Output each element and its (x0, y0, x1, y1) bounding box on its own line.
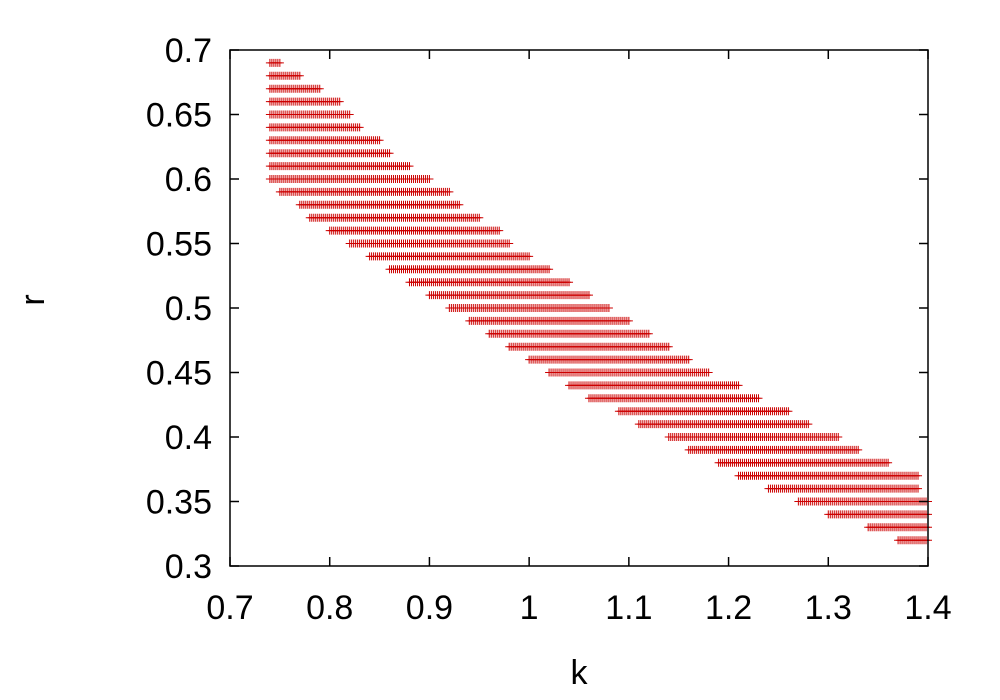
data-point (295, 71, 304, 80)
x-tick-label: 0.7 (206, 589, 253, 627)
data-point (425, 175, 434, 183)
data-point (275, 58, 284, 67)
data-point (455, 200, 464, 209)
x-axis-ticks: 0.7 0.8 0.9 1 1.1 1.2 1.3 1.4 (206, 50, 952, 627)
data-point (664, 342, 673, 351)
data-point (335, 97, 344, 106)
y-axis-title: r (14, 294, 52, 305)
y-tick-label: 0.3 (165, 548, 212, 586)
data-point (505, 239, 514, 248)
data-point (475, 213, 484, 222)
x-tick-label: 1 (520, 589, 539, 627)
x-tick-label: 0.8 (306, 589, 353, 627)
y-tick-label: 0.4 (165, 419, 212, 457)
data-point (854, 445, 863, 454)
x-tick-label: 1.2 (705, 589, 752, 627)
data-point (604, 304, 613, 312)
data-point (684, 355, 693, 364)
y-tick-label: 0.55 (146, 226, 212, 264)
data-point (914, 471, 923, 480)
y-tick-label: 0.45 (146, 355, 212, 393)
y-tick-label: 0.65 (146, 97, 212, 135)
data-point (754, 394, 763, 403)
x-tick-label: 1.4 (904, 589, 951, 627)
data-point (405, 162, 414, 171)
data-point (584, 291, 593, 300)
x-tick-label: 1.1 (605, 589, 652, 627)
data-point (784, 407, 793, 416)
y-tick-label: 0.7 (165, 32, 212, 70)
y-tick-label: 0.35 (146, 484, 212, 522)
y-tick-label: 0.6 (165, 161, 212, 199)
data-point (385, 149, 394, 158)
x-tick-label: 0.9 (406, 589, 453, 627)
data-point (624, 316, 633, 325)
data-points (265, 58, 932, 545)
data-point (734, 381, 743, 390)
data-point (914, 484, 923, 493)
data-point (565, 278, 574, 287)
data-point (804, 420, 813, 429)
data-point (495, 226, 504, 235)
data-point (884, 458, 893, 467)
data-point (355, 123, 364, 132)
data-point (525, 252, 534, 261)
data-point (445, 187, 454, 196)
data-point (644, 329, 653, 338)
data-point (345, 110, 354, 119)
data-point (704, 368, 713, 377)
y-tick-label: 0.5 (165, 290, 212, 328)
data-point (315, 84, 324, 93)
x-tick-label: 1.3 (805, 589, 852, 627)
data-point (834, 433, 843, 441)
data-point (375, 136, 384, 145)
x-axis-title: k (571, 654, 589, 692)
data-point (545, 265, 554, 274)
y-axis-ticks: 0.3 0.35 0.4 0.45 0.5 0.55 0.6 0.65 0.7 (146, 32, 928, 586)
